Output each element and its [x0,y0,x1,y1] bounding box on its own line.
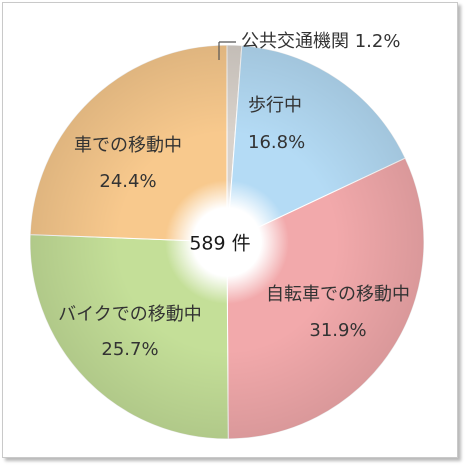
label-car-name: 車での移動中 [74,135,182,156]
label-bicycle-value: 31.9% [309,320,366,341]
center-total-label: 589 件 [189,233,250,255]
label-public-transport: 公共交通機関 1.2% [241,31,400,52]
label-motorbike-name: バイクでの移動中 [58,304,202,325]
label-car-value: 24.4% [99,171,156,192]
label-motorbike-value: 25.7% [101,339,158,360]
label-walking-value: 16.8% [248,132,305,153]
label-bicycle-name: 自転車での移動中 [266,284,410,305]
center-glow [165,180,289,304]
label-walking-name: 歩行中 [248,95,302,116]
